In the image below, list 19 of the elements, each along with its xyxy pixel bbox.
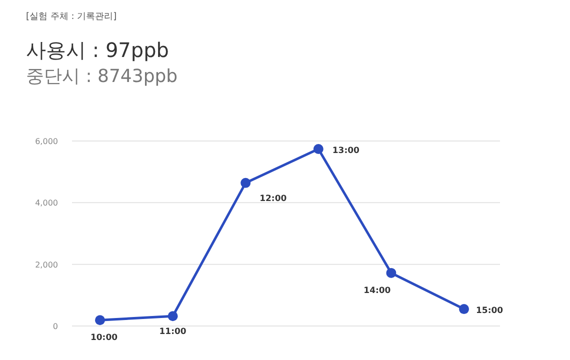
y-tick-label: 2,000 (35, 260, 58, 270)
x-tick-label: 11:00 (159, 327, 186, 338)
text: [실험 주체 : 기록관리] (26, 12, 117, 22)
x-tick-label: 10:00 (90, 333, 118, 344)
y-tick-label: 4,000 (35, 198, 58, 208)
x-tick-label: 12:00 (260, 194, 287, 204)
point (459, 304, 469, 314)
chart-subtitle: 중단시 : 8743ppb (26, 66, 178, 87)
point (168, 311, 178, 322)
x-tick-label: 14:00 (364, 286, 391, 296)
point (386, 268, 396, 278)
chart-title: 사용시 : 97ppb (26, 38, 169, 62)
x-tick-label: 15:00 (476, 306, 504, 316)
y-tick-label: 0 (52, 322, 58, 331)
point (95, 315, 105, 326)
x-tick-label: 13:00 (332, 146, 360, 156)
y-tick-label: 6,000 (35, 137, 58, 146)
point (240, 178, 251, 188)
point (313, 144, 324, 154)
